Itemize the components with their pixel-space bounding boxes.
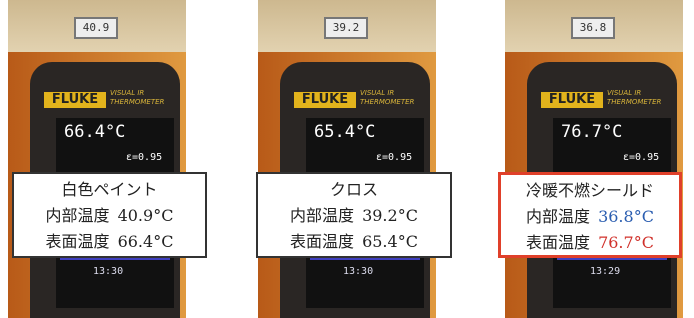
screen-temperature: 76.7°C: [561, 122, 622, 142]
label-box: 白色ペイント内部温度 40.9°C 表面温度 66.4°C: [12, 172, 207, 258]
row-name: 表面温度: [526, 233, 590, 252]
row-name: 表面温度: [46, 232, 110, 251]
thermometer-display: 39.2: [324, 17, 368, 39]
label-row: 内部温度 39.2°C: [258, 203, 450, 229]
label-box: 冷暖不燃シールド内部温度 36.8°C 表面温度 76.7°C: [498, 172, 682, 258]
brand-label: FLUKE: [44, 92, 106, 108]
label-row: 表面温度 76.7°C: [501, 230, 679, 256]
emissivity: ε=0.95: [376, 152, 412, 163]
row-value: 76.7°C: [598, 233, 654, 252]
thermometer-display: 36.8: [571, 17, 615, 39]
label-box: クロス内部温度 39.2°C 表面温度 65.4°C: [256, 172, 452, 258]
thermometer-display: 40.9: [74, 17, 118, 39]
label-title: 白色ペイント: [14, 177, 205, 203]
brand-label: FLUKE: [294, 92, 356, 108]
brand-label: FLUKE: [541, 92, 603, 108]
row-value: 39.2°C: [362, 206, 418, 225]
screen-time: 13:30: [343, 266, 373, 277]
label-row: 表面温度 65.4°C: [258, 229, 450, 255]
label-row: 内部温度 36.8°C: [501, 204, 679, 230]
model-label: VISUAL IR THERMOMETER: [110, 89, 180, 107]
row-name: 内部温度: [526, 207, 590, 226]
label-row: 内部温度 40.9°C: [14, 203, 205, 229]
model-label: VISUAL IR THERMOMETER: [607, 89, 677, 107]
screen-time: 13:30: [93, 266, 123, 277]
row-name: 内部温度: [46, 206, 110, 225]
row-name: 表面温度: [290, 232, 354, 251]
model-label: VISUAL IR THERMOMETER: [360, 89, 430, 107]
row-value: 40.9°C: [118, 206, 174, 225]
row-name: 内部温度: [290, 206, 354, 225]
emissivity: ε=0.95: [126, 152, 162, 163]
screen-time: 13:29: [590, 266, 620, 277]
label-row: 表面温度 66.4°C: [14, 229, 205, 255]
label-title: クロス: [258, 177, 450, 203]
screen-temperature: 65.4°C: [314, 122, 375, 142]
row-value: 36.8°C: [598, 207, 654, 226]
screen-temperature: 66.4°C: [64, 122, 125, 142]
emissivity: ε=0.95: [623, 152, 659, 163]
row-value: 65.4°C: [362, 232, 418, 251]
row-value: 66.4°C: [118, 232, 174, 251]
screenshot: 40.9FLUKEVISUAL IR THERMOMETER66.4°Cε=0.…: [0, 0, 694, 318]
label-title: 冷暖不燃シールド: [501, 178, 679, 204]
